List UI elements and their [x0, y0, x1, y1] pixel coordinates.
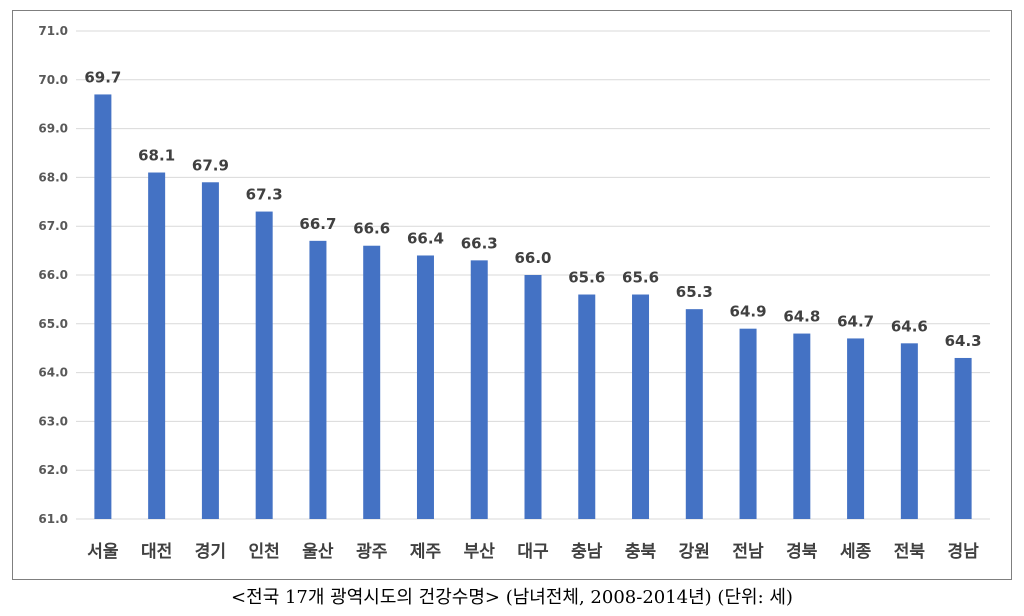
- bar: [847, 338, 865, 519]
- y-tick-label: 69.0: [38, 122, 68, 136]
- category-label: 울산: [302, 542, 334, 562]
- bar: [309, 240, 327, 519]
- bar: [685, 309, 703, 519]
- bar: [739, 328, 757, 519]
- data-label: 64.6: [891, 317, 928, 335]
- y-tick-label: 70.0: [38, 73, 68, 87]
- bar: [94, 94, 112, 519]
- y-tick-label: 64.0: [38, 366, 68, 380]
- category-label: 대전: [141, 542, 172, 562]
- bar: [255, 211, 273, 519]
- category-label: 광주: [356, 542, 388, 562]
- data-label: 64.7: [837, 312, 874, 330]
- category-label: 서울: [87, 542, 119, 562]
- chart-caption: <전국 17개 광역시도의 건강수명> (남녀전체, 2008-2014년) (…: [231, 587, 793, 608]
- data-label: 64.9: [730, 303, 767, 321]
- data-label: 66.3: [461, 234, 498, 252]
- data-label: 66.4: [407, 229, 444, 247]
- data-label: 67.3: [246, 186, 283, 204]
- y-tick-label: 62.0: [38, 463, 68, 477]
- y-tick-label: 66.0: [38, 268, 68, 282]
- bar: [632, 294, 650, 519]
- bar-chart: 61.0 62.0 63.0 64.0 65.0 66.0 67.0 68.0 69.0 70.0…: [38, 24, 990, 562]
- y-tick-label: 71.0: [38, 24, 68, 38]
- category-label: 인천: [249, 542, 280, 562]
- bar: [954, 357, 972, 519]
- bar: [470, 260, 488, 519]
- data-label: 69.7: [84, 68, 121, 86]
- category-label: 세종: [840, 542, 872, 562]
- bar: [900, 343, 918, 519]
- y-tick-label: 61.0: [38, 512, 68, 526]
- category-label: 부산: [464, 542, 496, 562]
- y-tick-label: 63.0: [38, 414, 68, 428]
- bar: [578, 294, 596, 519]
- data-label: 68.1: [138, 147, 175, 165]
- bar: [416, 255, 434, 520]
- bar: [201, 182, 219, 519]
- data-label: 66.0: [514, 249, 551, 267]
- bar: [793, 333, 811, 519]
- data-label: 66.7: [299, 215, 336, 233]
- category-label: 충북: [625, 542, 657, 562]
- y-tick-label: 68.0: [38, 170, 68, 184]
- data-label: 65.6: [568, 269, 605, 287]
- category-label: 경북: [786, 542, 818, 562]
- category-label: 전남: [732, 542, 764, 562]
- data-label: 65.3: [676, 283, 713, 301]
- category-label: 강원: [679, 542, 710, 562]
- chart-frame: 61.0 62.0 63.0 64.0 65.0 66.0 67.0 68.0 69.0 70.0…: [12, 10, 1012, 580]
- category-label: 경남: [947, 542, 979, 562]
- category-label: 충남: [571, 542, 603, 562]
- data-label: 64.3: [945, 332, 982, 350]
- bar: [148, 172, 166, 519]
- category-label: 경기: [195, 542, 226, 562]
- data-label: 67.9: [192, 156, 229, 174]
- bar: [363, 245, 381, 519]
- category-label: 대구: [517, 542, 549, 562]
- y-tick-label: 67.0: [38, 219, 68, 233]
- category-label: 제주: [410, 542, 442, 562]
- y-tick-label: 65.0: [38, 317, 68, 331]
- category-label: 전북: [894, 542, 926, 562]
- data-label: 66.6: [353, 220, 390, 238]
- data-label: 65.6: [622, 269, 659, 287]
- bar: [524, 275, 542, 519]
- data-label: 64.8: [783, 308, 820, 326]
